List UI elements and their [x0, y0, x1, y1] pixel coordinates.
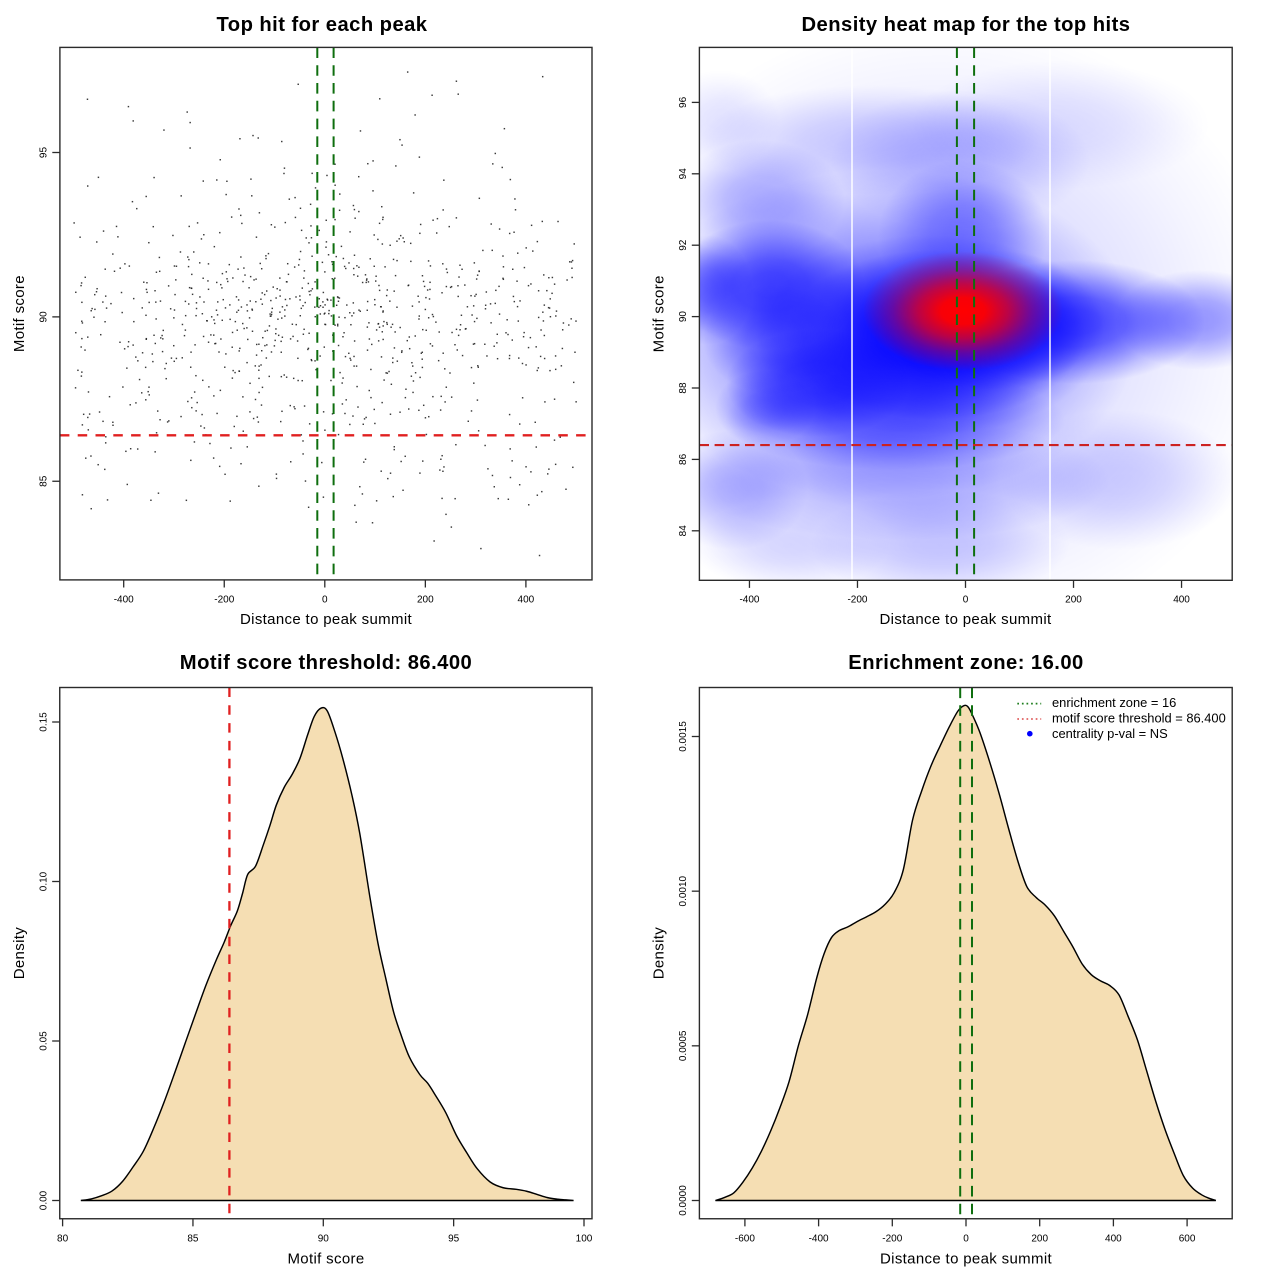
svg-text:400: 400 [1173, 594, 1190, 605]
svg-text:96: 96 [678, 96, 689, 108]
svg-text:80: 80 [57, 1233, 69, 1244]
svg-text:200: 200 [1031, 1233, 1048, 1244]
svg-text:-200: -200 [882, 1233, 902, 1244]
svg-text:200: 200 [1065, 594, 1082, 605]
svg-text:90: 90 [39, 311, 50, 323]
svg-text:0.05: 0.05 [39, 1031, 50, 1051]
svg-text:Top hit for each peak: Top hit for each peak [217, 14, 428, 36]
svg-text:0: 0 [963, 594, 969, 605]
svg-text:Distance to peak summit: Distance to peak summit [879, 611, 1052, 628]
svg-text:-600: -600 [735, 1233, 755, 1244]
svg-text:90: 90 [678, 311, 689, 323]
svg-text:enrichment zone = 16: enrichment zone = 16 [1052, 695, 1176, 710]
svg-text:0.0010: 0.0010 [678, 875, 689, 906]
svg-text:Motif score: Motif score [287, 1251, 364, 1268]
svg-text:-400: -400 [114, 594, 134, 605]
svg-text:0.0005: 0.0005 [678, 1030, 689, 1061]
svg-text:0.10: 0.10 [39, 871, 50, 891]
svg-text:92: 92 [678, 239, 689, 251]
svg-text:400: 400 [1105, 1233, 1122, 1244]
svg-text:centrality p-val = NS: centrality p-val = NS [1052, 726, 1168, 741]
svg-text:Density: Density [650, 927, 667, 980]
svg-text:200: 200 [417, 594, 434, 605]
svg-text:94: 94 [678, 168, 689, 180]
svg-text:0.0000: 0.0000 [678, 1185, 689, 1216]
svg-text:Distance to peak summit: Distance to peak summit [880, 1251, 1053, 1268]
svg-text:600: 600 [1179, 1233, 1196, 1244]
svg-text:100: 100 [576, 1233, 593, 1244]
svg-text:-200: -200 [847, 594, 867, 605]
svg-text:Motif score: Motif score [11, 275, 28, 352]
svg-text:0.0015: 0.0015 [678, 721, 689, 752]
svg-text:85: 85 [187, 1233, 199, 1244]
svg-text:Distance to peak summit: Distance to peak summit [240, 611, 413, 628]
svg-text:-400: -400 [739, 594, 759, 605]
svg-text:-200: -200 [214, 594, 234, 605]
svg-text:Motif score threshold: 86.400: Motif score threshold: 86.400 [180, 652, 472, 674]
svg-text:88: 88 [678, 382, 689, 394]
svg-text:0.15: 0.15 [39, 712, 50, 732]
svg-text:90: 90 [318, 1233, 330, 1244]
svg-text:Motif score: Motif score [650, 275, 667, 352]
svg-text:86: 86 [678, 453, 689, 465]
svg-text:Density: Density [11, 927, 28, 980]
svg-text:85: 85 [39, 475, 50, 487]
svg-text:Enrichment zone: 16.00: Enrichment zone: 16.00 [848, 652, 1083, 674]
svg-text:0: 0 [963, 1233, 969, 1244]
svg-text:-400: -400 [809, 1233, 829, 1244]
svg-text:95: 95 [39, 147, 50, 159]
svg-text:motif score threshold = 86.400: motif score threshold = 86.400 [1052, 710, 1226, 725]
svg-text:400: 400 [518, 594, 535, 605]
svg-text:0.00: 0.00 [39, 1190, 50, 1210]
svg-text:84: 84 [678, 525, 689, 537]
svg-text:Density heat map for the top h: Density heat map for the top hits [802, 14, 1131, 36]
svg-text:95: 95 [448, 1233, 460, 1244]
svg-text:0: 0 [322, 594, 328, 605]
